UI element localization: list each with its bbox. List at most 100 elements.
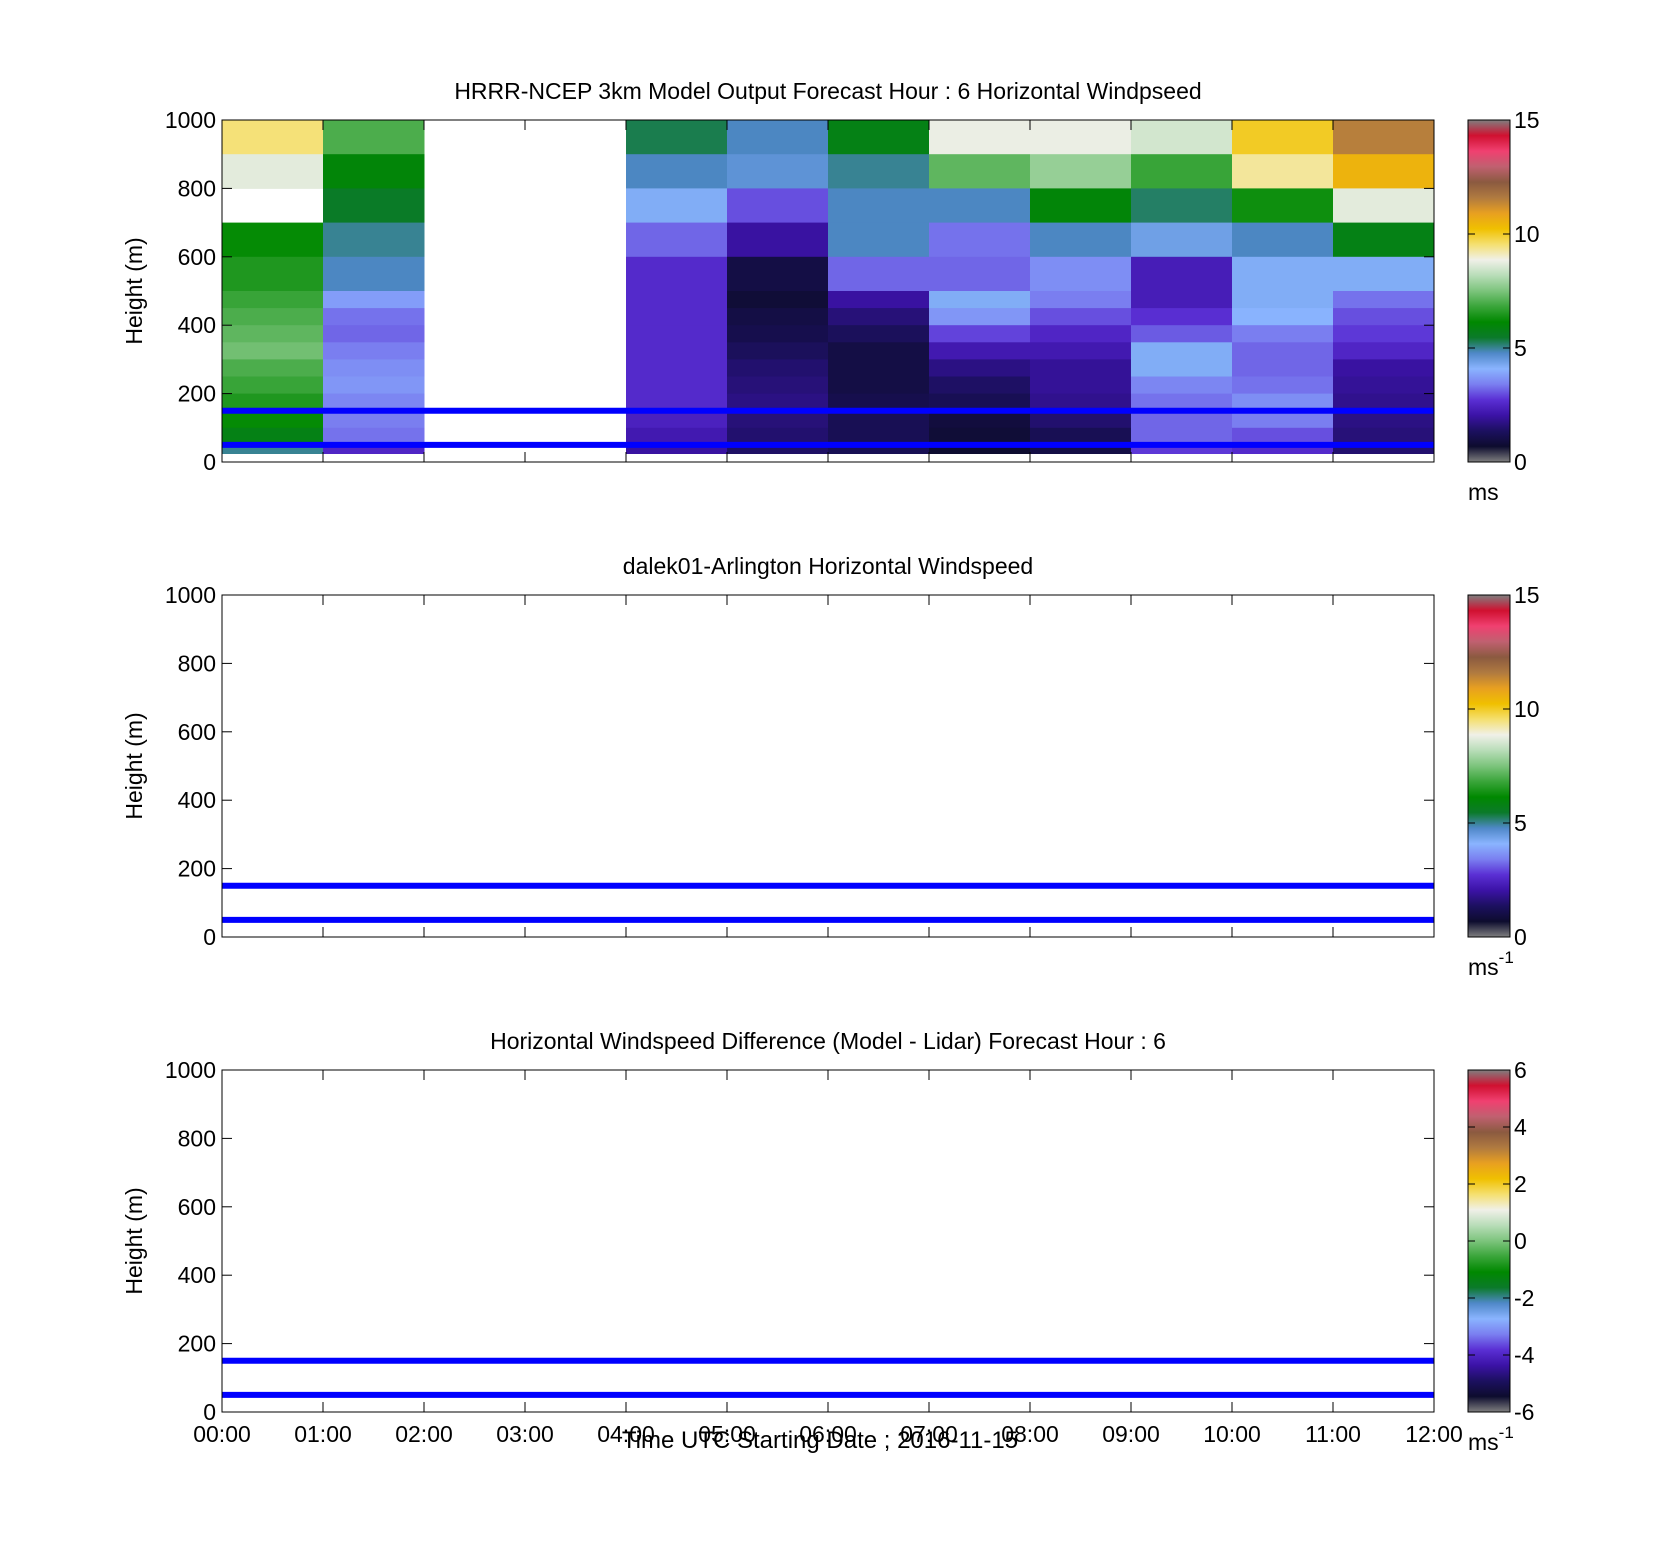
colorbar-bar (1467, 119, 1511, 463)
heatmap-cell (626, 120, 728, 155)
y-axis-label: Height (m) (121, 237, 147, 344)
heatmap-cell (727, 256, 829, 292)
x-tick-label: 07:00 (900, 1421, 958, 1447)
heatmap-cell (323, 325, 425, 343)
x-tick-label: 01:00 (294, 1421, 352, 1447)
heatmap-cell (1333, 393, 1435, 412)
x-tick-label: 04:00 (597, 1421, 655, 1447)
heatmap-cell (1131, 256, 1233, 292)
heatmap-cell (626, 154, 728, 189)
heatmap-cell (727, 444, 829, 454)
heatmap-cell (626, 393, 728, 412)
heatmap-cell (1131, 188, 1233, 224)
heatmap-cell (222, 410, 324, 429)
colorbar-tick-label: -2 (1514, 1285, 1534, 1311)
colorbar-tick-label: 0 (1514, 924, 1527, 950)
heatmap-cell (323, 256, 425, 292)
heatmap-cell (1333, 308, 1435, 326)
colorbar-tick-label: 15 (1514, 582, 1540, 608)
heatmap-cell (727, 376, 829, 395)
heatmap-cell (828, 342, 930, 360)
y-axis-label: Height (m) (121, 1187, 147, 1294)
heatmap-cell (1131, 359, 1233, 377)
heatmap-cell (626, 291, 728, 309)
y-tick-label: 400 (178, 312, 216, 338)
heatmap-cell (1131, 154, 1233, 189)
heatmap-cell (1030, 410, 1132, 429)
colorbar-unit: ms-1 (1468, 948, 1514, 980)
colorbar-unit-exponent: -1 (1499, 1423, 1514, 1442)
heatmap-cell (929, 256, 1031, 292)
y-tick-label: 200 (178, 381, 216, 407)
heatmap-cell (1030, 359, 1132, 377)
heatmap-cell (626, 325, 728, 343)
heatmap-cell (727, 222, 829, 258)
heatmap-cell (929, 120, 1031, 155)
x-tick-label: 12:00 (1405, 1421, 1463, 1447)
heatmap-cell (626, 256, 728, 292)
heatmap-cell (626, 308, 728, 326)
heatmap-cell (626, 410, 728, 429)
heatmap-cell (1232, 342, 1334, 360)
heatmap-cell (1333, 342, 1435, 360)
heatmap-cell (1232, 376, 1334, 395)
heatmap-cell (1030, 342, 1132, 360)
heatmap-cell (828, 444, 930, 454)
colorbar: 0 5 10 15 ms-1 (1467, 582, 1540, 980)
heatmap-cell (1232, 222, 1334, 258)
heatmap-cell (323, 222, 425, 258)
heatmap-cell (222, 291, 324, 309)
heatmap-cell (323, 393, 425, 412)
heatmap-cell (1232, 410, 1334, 429)
heatmap-cell (1131, 393, 1233, 412)
colorbar-tick-label: 10 (1514, 221, 1540, 247)
heatmap-cell (1030, 393, 1132, 412)
heatmap-cell (929, 188, 1031, 224)
y-tick-label: 0 (203, 449, 216, 475)
heatmap-cell (1232, 393, 1334, 412)
heatmap-cell (1232, 359, 1334, 377)
heatmap-cell (929, 291, 1031, 309)
heatmap-cell (828, 427, 930, 446)
heatmap-cell (1333, 359, 1435, 377)
heatmap-cell (1232, 325, 1334, 343)
heatmap-cell (626, 342, 728, 360)
heatmap-cell (1333, 222, 1435, 258)
heatmap-cell (1333, 291, 1435, 309)
x-tick-label: 03:00 (496, 1421, 554, 1447)
heatmap-cell (1131, 308, 1233, 326)
heatmap-cell (828, 222, 930, 258)
heatmap-cell (1333, 410, 1435, 429)
heatmap-cell (727, 120, 829, 155)
heatmap-cell (1232, 256, 1334, 292)
heatmap-cell (323, 154, 425, 189)
heatmap-cell (1030, 154, 1132, 189)
heatmap-cell (1232, 444, 1334, 454)
heatmap-cell (323, 359, 425, 377)
colorbar-tick-label: 15 (1514, 107, 1540, 133)
heatmap-cell (1030, 444, 1132, 454)
heatmap-cell (1333, 427, 1435, 446)
heatmap-cell (828, 359, 930, 377)
colorbar: -6 -4 -2 0 2 4 6 ms-1 (1467, 1057, 1535, 1455)
heatmap-cell (1131, 410, 1233, 429)
heatmap-cell (929, 393, 1031, 412)
y-tick-label: 200 (178, 1331, 216, 1357)
heatmap-cell (626, 188, 728, 224)
heatmap-cell (626, 376, 728, 395)
heatmap-cell (828, 154, 930, 189)
heatmap-cell (323, 291, 425, 309)
heatmap-cell (323, 188, 425, 224)
heatmap-cell (828, 256, 930, 292)
colorbar-tick-label: 4 (1514, 1114, 1527, 1140)
heatmap-cell (727, 325, 829, 343)
x-tick-label: 00:00 (193, 1421, 251, 1447)
y-axis-label: Height (m) (121, 712, 147, 819)
heatmap-cell (1333, 256, 1435, 292)
plot-area (222, 595, 1434, 937)
heatmap-cell (323, 308, 425, 326)
colorbar-unit: ms-1 (1468, 1423, 1514, 1455)
heatmap-cell (626, 222, 728, 258)
x-tick-label: 11:00 (1305, 1421, 1361, 1447)
